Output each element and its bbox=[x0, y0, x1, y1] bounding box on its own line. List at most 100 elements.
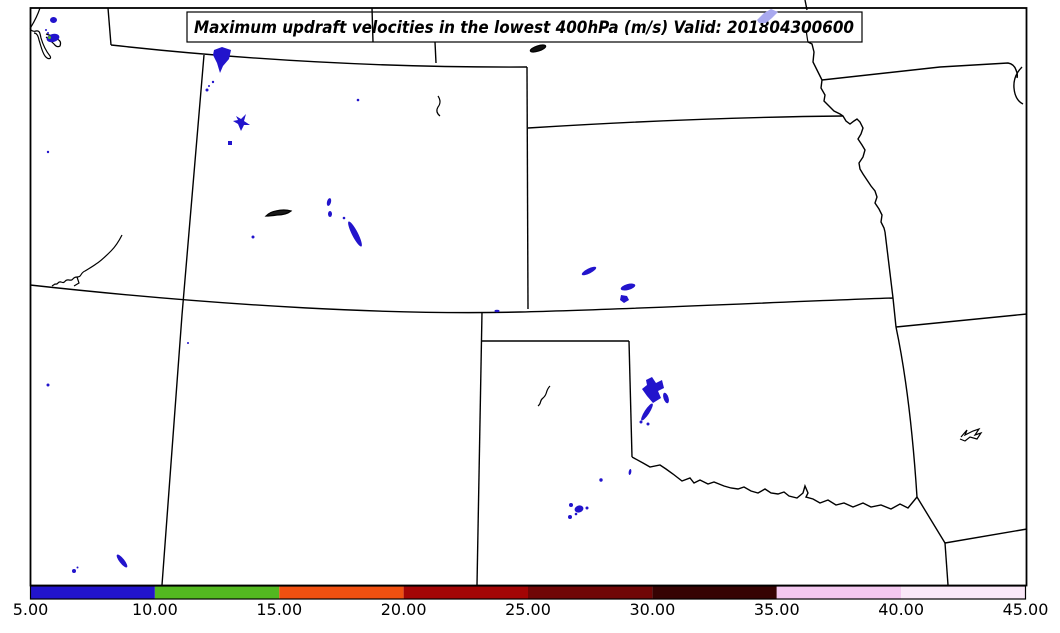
lake-central-colorado bbox=[264, 209, 293, 217]
border-103w-nm-tx bbox=[476, 311, 483, 586]
colorbar-label: 45.00 bbox=[1003, 600, 1049, 619]
colorbar-segment bbox=[279, 586, 404, 599]
colorbar-label: 30.00 bbox=[629, 600, 675, 619]
colorbar-label: 15.00 bbox=[256, 600, 302, 619]
updraft-cell bbox=[211, 80, 215, 84]
border-41n-parallel bbox=[110, 44, 528, 68]
lake-nebraska-small bbox=[529, 44, 547, 53]
updraft-cell bbox=[642, 377, 664, 403]
updraft-cell bbox=[620, 295, 629, 303]
colorbar-segment bbox=[154, 586, 280, 599]
colorbar-label: 35.00 bbox=[754, 600, 800, 619]
colorbar-segment bbox=[30, 586, 155, 599]
river-southwest bbox=[51, 234, 123, 287]
updraft-cell bbox=[326, 198, 332, 206]
updraft-cell bbox=[641, 403, 653, 421]
plot-title: Maximum updraft velocities in the lowest… bbox=[194, 18, 854, 37]
border-ok-ar bbox=[895, 326, 918, 498]
updraft-cells bbox=[45, 17, 669, 573]
updraft-cell bbox=[646, 422, 650, 426]
border-40n-ks-ne bbox=[527, 115, 844, 129]
border-ia-mo bbox=[821, 62, 1019, 81]
state-borders bbox=[29, 0, 1028, 586]
updraft-cell bbox=[599, 478, 603, 482]
updraft-cell bbox=[48, 36, 51, 39]
border-red-river bbox=[631, 456, 918, 510]
updraft-cell bbox=[228, 141, 232, 145]
updraft-cell bbox=[72, 569, 76, 573]
title-box: Maximum updraft velocities in the lowest… bbox=[186, 11, 863, 43]
overlay-lines bbox=[371, 7, 809, 43]
updraft-cell bbox=[574, 512, 578, 516]
border-109w-ut-co-nm bbox=[161, 54, 205, 586]
colorbar-segment bbox=[776, 586, 902, 599]
updraft-cell bbox=[251, 235, 255, 239]
updraft-cell bbox=[46, 150, 50, 154]
border-tx-la bbox=[944, 542, 949, 586]
updraft-cell bbox=[757, 9, 778, 23]
updraft-cell bbox=[50, 17, 57, 23]
colorbar-label: 5.00 bbox=[13, 600, 49, 619]
missouri-river-loop bbox=[1013, 66, 1024, 105]
border-tx-ar bbox=[916, 496, 946, 544]
updraft-cell bbox=[76, 566, 79, 569]
updraft-cell bbox=[574, 505, 584, 513]
missouri-river-faded bbox=[805, 29, 809, 43]
updraft-cell bbox=[628, 469, 632, 475]
border-37n-parallel bbox=[29, 284, 894, 314]
border-ok-mo bbox=[892, 297, 897, 328]
updraft-cell bbox=[585, 506, 589, 510]
updraft-cell bbox=[639, 420, 643, 424]
creek-ok-panhandle bbox=[537, 385, 551, 407]
updraft-cell bbox=[581, 266, 597, 276]
colorbar-labels: 5.00 10.00 15.00 20.00 25.00 30.00 35.00 40.00 4… bbox=[13, 600, 1049, 619]
colorbar: 5.00 10.00 15.00 20.00 25.00 30.00 35.00 40.00 4… bbox=[13, 585, 1049, 619]
updraft-cell bbox=[568, 515, 572, 519]
title-box-border bbox=[186, 11, 863, 43]
updraft-cell bbox=[348, 221, 362, 247]
lake-southeast-scribble bbox=[959, 427, 983, 442]
updraft-cell bbox=[187, 342, 189, 344]
border-ne-wy-upper bbox=[371, 7, 374, 43]
river-north-platte bbox=[436, 95, 441, 117]
updraft-cell bbox=[46, 33, 60, 43]
lake-northwest bbox=[29, 7, 52, 60]
updraft-cells-overlay bbox=[757, 9, 778, 23]
updraft-cell bbox=[205, 88, 209, 92]
updraft-cell bbox=[47, 32, 49, 34]
border-wy-ut bbox=[107, 7, 112, 46]
border-102w-co-ks bbox=[526, 66, 529, 310]
border-100w-tx-ok bbox=[628, 340, 633, 458]
border-ks-mo-straight bbox=[884, 231, 894, 299]
colorbar-segment bbox=[652, 586, 777, 599]
updraft-cell bbox=[620, 283, 636, 291]
border-missouri-river-top bbox=[804, 0, 808, 11]
colorbar-border bbox=[29, 585, 1027, 600]
colorbar-label: 40.00 bbox=[878, 600, 924, 619]
updraft-cell bbox=[494, 309, 500, 313]
colorbar-segment bbox=[901, 586, 1026, 599]
updraft-cell bbox=[328, 211, 332, 217]
colorbar-segment bbox=[528, 586, 653, 599]
updraft-cell bbox=[233, 114, 250, 131]
colorbar-label: 10.00 bbox=[132, 600, 178, 619]
border-ar-la bbox=[944, 528, 1028, 544]
border-ne-wy-lower bbox=[434, 41, 437, 64]
river-southwest-spur bbox=[73, 276, 80, 287]
border-missouri-river bbox=[807, 41, 886, 233]
updraft-cell bbox=[663, 392, 669, 404]
colorbar-label: 25.00 bbox=[505, 600, 551, 619]
border-mo-ar bbox=[895, 313, 1028, 328]
updraft-cell bbox=[46, 383, 50, 387]
updraft-cell bbox=[116, 554, 128, 568]
colorbar-label: 20.00 bbox=[381, 600, 427, 619]
updraft-cell bbox=[356, 98, 360, 102]
updraft-cell bbox=[569, 503, 573, 507]
colorbar-segment bbox=[403, 586, 528, 599]
rivers-lakes bbox=[29, 7, 983, 442]
updraft-cell bbox=[213, 47, 231, 73]
colorbar-segments bbox=[30, 586, 1026, 599]
updraft-cell bbox=[45, 29, 47, 31]
